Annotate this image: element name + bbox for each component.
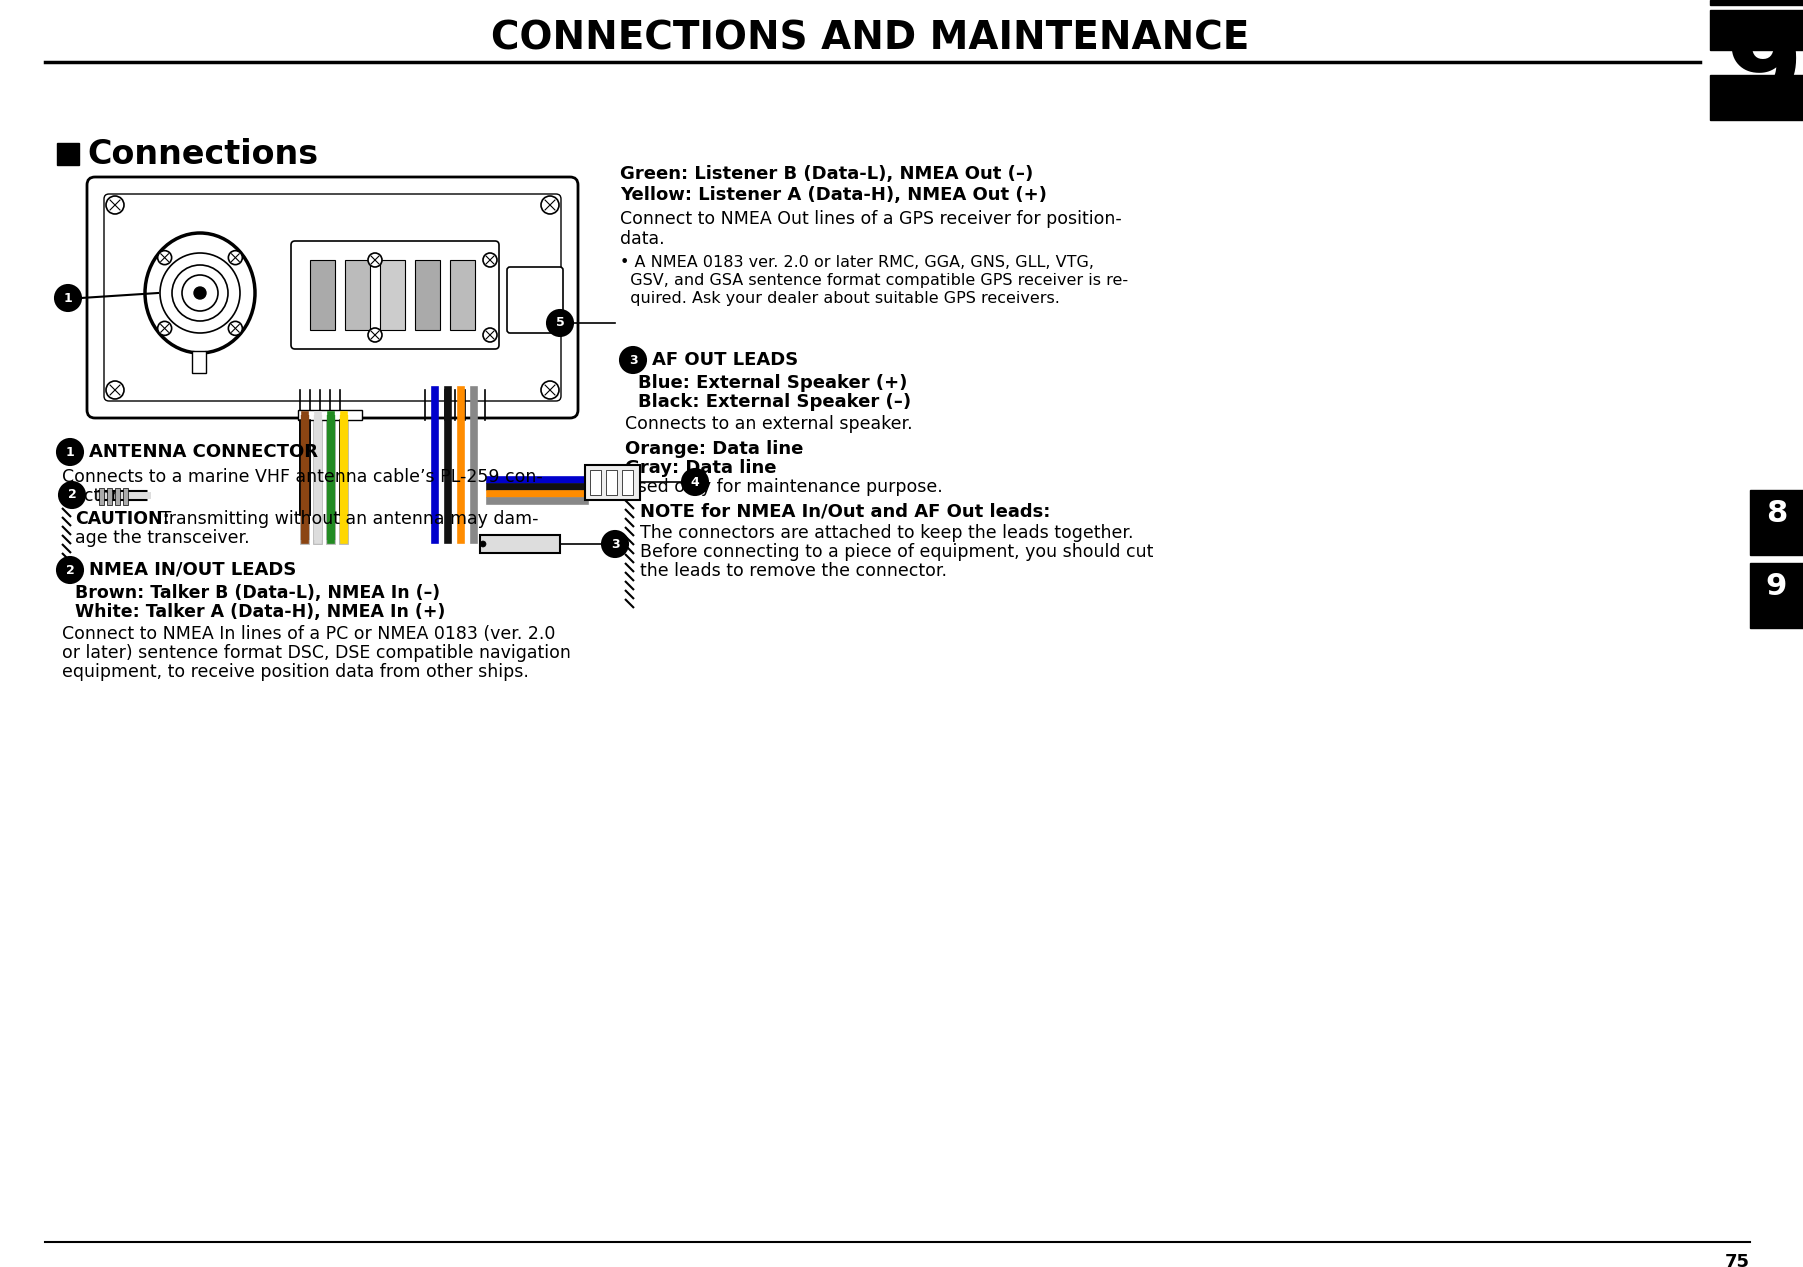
Circle shape bbox=[229, 322, 242, 336]
FancyBboxPatch shape bbox=[507, 267, 563, 333]
Text: Gray: Data line: Gray: Data line bbox=[626, 459, 777, 476]
Text: 5: 5 bbox=[555, 317, 564, 329]
Circle shape bbox=[368, 253, 382, 267]
Circle shape bbox=[106, 381, 124, 399]
Text: AF OUT LEADS: AF OUT LEADS bbox=[653, 351, 799, 369]
Circle shape bbox=[541, 196, 559, 214]
Text: Brown: Talker B (Data-L), NMEA In (–): Brown: Talker B (Data-L), NMEA In (–) bbox=[76, 584, 440, 602]
Bar bbox=[590, 470, 600, 495]
Text: Connections: Connections bbox=[87, 138, 317, 171]
Text: 75: 75 bbox=[1725, 1253, 1751, 1267]
Text: nector.: nector. bbox=[61, 487, 123, 506]
Bar bbox=[451, 260, 474, 329]
Text: 3: 3 bbox=[611, 537, 618, 550]
Bar bbox=[1751, 490, 1803, 555]
Circle shape bbox=[546, 310, 573, 336]
Text: Orange: Data line: Orange: Data line bbox=[626, 440, 804, 457]
Bar bbox=[606, 470, 617, 495]
Circle shape bbox=[157, 322, 171, 336]
Text: 1: 1 bbox=[65, 446, 74, 459]
Bar bbox=[344, 260, 370, 329]
Text: NMEA IN/OUT LEADS: NMEA IN/OUT LEADS bbox=[88, 561, 296, 579]
Text: Connects to a marine VHF antenna cable’s PL-259 con-: Connects to a marine VHF antenna cable’s… bbox=[61, 468, 543, 487]
Circle shape bbox=[602, 531, 627, 557]
FancyBboxPatch shape bbox=[87, 177, 579, 418]
Circle shape bbox=[368, 328, 382, 342]
Bar bbox=[106, 488, 112, 506]
Circle shape bbox=[56, 285, 81, 310]
Text: NOTE for NMEA In/Out and AF Out leads:: NOTE for NMEA In/Out and AF Out leads: bbox=[640, 502, 1051, 519]
Text: quired. Ask your dealer about suitable GPS receivers.: quired. Ask your dealer about suitable G… bbox=[620, 291, 1060, 307]
Bar bbox=[480, 535, 561, 552]
Bar bbox=[622, 470, 633, 495]
Text: Blue: External Speaker (+): Blue: External Speaker (+) bbox=[638, 374, 907, 392]
Bar bbox=[415, 260, 440, 329]
Text: 9: 9 bbox=[1725, 15, 1803, 122]
Text: data.: data. bbox=[620, 231, 665, 248]
Bar bbox=[1751, 563, 1803, 628]
Bar bbox=[99, 488, 105, 506]
Circle shape bbox=[58, 438, 83, 465]
Bar bbox=[123, 488, 128, 506]
Text: Black: External Speaker (–): Black: External Speaker (–) bbox=[638, 393, 911, 411]
Circle shape bbox=[59, 481, 85, 508]
Circle shape bbox=[483, 253, 498, 267]
Text: equipment, to receive position data from other ships.: equipment, to receive position data from… bbox=[61, 663, 528, 680]
Text: 3: 3 bbox=[629, 353, 636, 366]
Text: or later) sentence format DSC, DSE compatible navigation: or later) sentence format DSC, DSE compa… bbox=[61, 644, 572, 661]
Text: White: Talker A (Data-H), NMEA In (+): White: Talker A (Data-H), NMEA In (+) bbox=[76, 603, 445, 621]
Text: Connect to NMEA Out lines of a GPS receiver for position-: Connect to NMEA Out lines of a GPS recei… bbox=[620, 210, 1121, 228]
Text: Before connecting to a piece of equipment, you should cut: Before connecting to a piece of equipmen… bbox=[640, 544, 1154, 561]
Text: Connect to NMEA In lines of a PC or NMEA 0183 (ver. 2.0: Connect to NMEA In lines of a PC or NMEA… bbox=[61, 625, 555, 642]
Text: 2: 2 bbox=[69, 489, 76, 502]
Circle shape bbox=[58, 557, 83, 583]
Bar bbox=[58, 143, 79, 165]
FancyBboxPatch shape bbox=[290, 241, 499, 348]
Bar bbox=[115, 488, 121, 506]
Text: Yellow: Listener A (Data-H), NMEA Out (+): Yellow: Listener A (Data-H), NMEA Out (+… bbox=[620, 186, 1048, 204]
Bar bbox=[297, 411, 362, 419]
Text: Connects to an external speaker.: Connects to an external speaker. bbox=[626, 416, 912, 433]
Circle shape bbox=[157, 251, 171, 265]
Circle shape bbox=[182, 275, 218, 310]
Text: 9: 9 bbox=[1765, 571, 1787, 601]
Circle shape bbox=[171, 265, 227, 321]
Circle shape bbox=[483, 328, 498, 342]
Bar bbox=[1709, 75, 1803, 120]
Text: 8: 8 bbox=[1765, 499, 1787, 528]
Text: age the transceiver.: age the transceiver. bbox=[76, 530, 249, 547]
Circle shape bbox=[106, 196, 124, 214]
Text: CAUTION:: CAUTION: bbox=[76, 511, 169, 528]
Text: 4: 4 bbox=[691, 475, 700, 489]
Text: Used only for maintenance purpose.: Used only for maintenance purpose. bbox=[626, 478, 943, 495]
Text: Transmitting without an antenna may dam-: Transmitting without an antenna may dam- bbox=[155, 511, 539, 528]
Ellipse shape bbox=[144, 233, 254, 353]
Text: ANTENNA CONNECTOR: ANTENNA CONNECTOR bbox=[88, 443, 317, 461]
Text: • A NMEA 0183 ver. 2.0 or later RMC, GGA, GNS, GLL, VTG,: • A NMEA 0183 ver. 2.0 or later RMC, GGA… bbox=[620, 255, 1094, 270]
Text: The connectors are attached to keep the leads together.: The connectors are attached to keep the … bbox=[640, 525, 1134, 542]
Bar bbox=[1709, 0, 1803, 5]
Circle shape bbox=[480, 541, 487, 547]
Circle shape bbox=[682, 469, 709, 495]
Bar bbox=[310, 260, 335, 329]
Text: 1: 1 bbox=[63, 291, 72, 304]
Bar bbox=[191, 351, 206, 372]
Circle shape bbox=[160, 253, 240, 333]
Circle shape bbox=[195, 288, 206, 299]
Text: 2: 2 bbox=[65, 564, 74, 576]
Text: Green: Listener B (Data-L), NMEA Out (–): Green: Listener B (Data-L), NMEA Out (–) bbox=[620, 165, 1033, 182]
Text: GSV, and GSA sentence format compatible GPS receiver is re-: GSV, and GSA sentence format compatible … bbox=[620, 272, 1129, 288]
Text: the leads to remove the connector.: the leads to remove the connector. bbox=[640, 563, 947, 580]
Bar bbox=[380, 260, 406, 329]
Bar bbox=[1709, 10, 1803, 49]
Text: CONNECTIONS AND MAINTENANCE: CONNECTIONS AND MAINTENANCE bbox=[490, 20, 1249, 58]
Circle shape bbox=[541, 381, 559, 399]
Circle shape bbox=[229, 251, 242, 265]
Bar bbox=[584, 465, 640, 500]
Circle shape bbox=[620, 347, 645, 372]
